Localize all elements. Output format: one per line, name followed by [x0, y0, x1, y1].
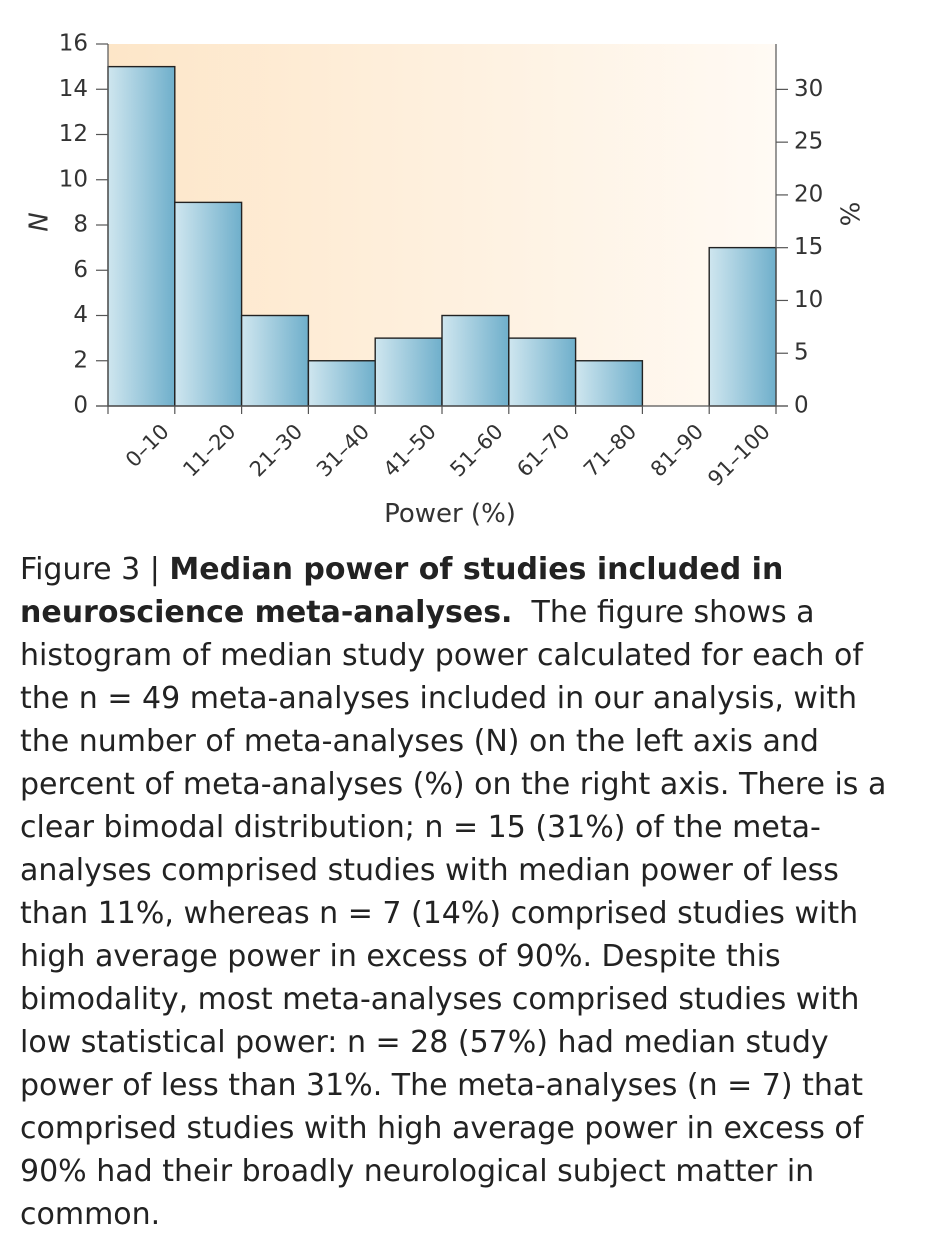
y-left-tick-label: 10	[59, 166, 88, 192]
bar-11–20	[174, 201, 243, 407]
x-category-label: 31–40	[312, 419, 374, 481]
bar-0–10	[107, 65, 176, 407]
figure-caption: Figure 3 | Median power of studies inclu…	[20, 548, 900, 1236]
y-left-tick-label: 2	[73, 347, 88, 373]
y-right-tick-label: 25	[794, 129, 823, 155]
y-left-tick-label: 14	[59, 76, 88, 102]
bar-71–80	[574, 360, 644, 407]
figure-label: Figure 3 |	[20, 552, 170, 587]
bar-41–50	[374, 337, 443, 407]
bar-51–60	[441, 314, 510, 407]
y-right-tick-label: 5	[794, 340, 809, 366]
y-right-tick-label: 20	[794, 181, 823, 207]
bar-21–30	[240, 314, 310, 407]
y-left-tick-label: 8	[73, 212, 88, 238]
y-axis-title-left: N	[25, 212, 55, 231]
y-right-tick-label: 30	[794, 76, 823, 102]
y-right-tick-label: 15	[794, 234, 823, 260]
x-category-label: 11–20	[178, 419, 240, 481]
x-category-label: 91–100	[703, 419, 775, 491]
x-category-label: 71–80	[579, 419, 641, 481]
x-axis-title: Power (%)	[384, 499, 516, 529]
x-category-label: 51–60	[445, 419, 507, 481]
figure-caption-body: The figure shows a histogram of median s…	[20, 595, 887, 1232]
x-category-label: 61–70	[512, 419, 574, 481]
y-left-tick-label: 12	[59, 121, 88, 147]
y-axis-title-right: %	[837, 202, 867, 227]
y-right-tick-label: 10	[794, 287, 823, 313]
x-category-label: 41–50	[379, 419, 441, 481]
bar-61–70	[508, 337, 577, 407]
figure-title: Median power of studies included in neur…	[20, 552, 784, 630]
x-category-label: 81–90	[646, 419, 708, 481]
y-left-tick-label: 6	[73, 257, 88, 283]
x-category-label: 0–10	[121, 419, 174, 472]
histogram-chart: 0 2 4 6 8 10 12 14 16 0 5 10 15 20 25 30 0–10 11–20 21–30 3…	[25, 31, 867, 530]
bar-91–100	[708, 246, 777, 407]
y-right-tick-label: 0	[794, 393, 809, 419]
bar-31–40	[307, 360, 376, 407]
x-category-label: 21–30	[245, 419, 307, 481]
y-left-tick-label: 0	[73, 393, 88, 419]
y-left-tick-label: 16	[59, 31, 88, 57]
bars-group	[107, 65, 777, 407]
y-left-tick-label: 4	[73, 302, 88, 328]
